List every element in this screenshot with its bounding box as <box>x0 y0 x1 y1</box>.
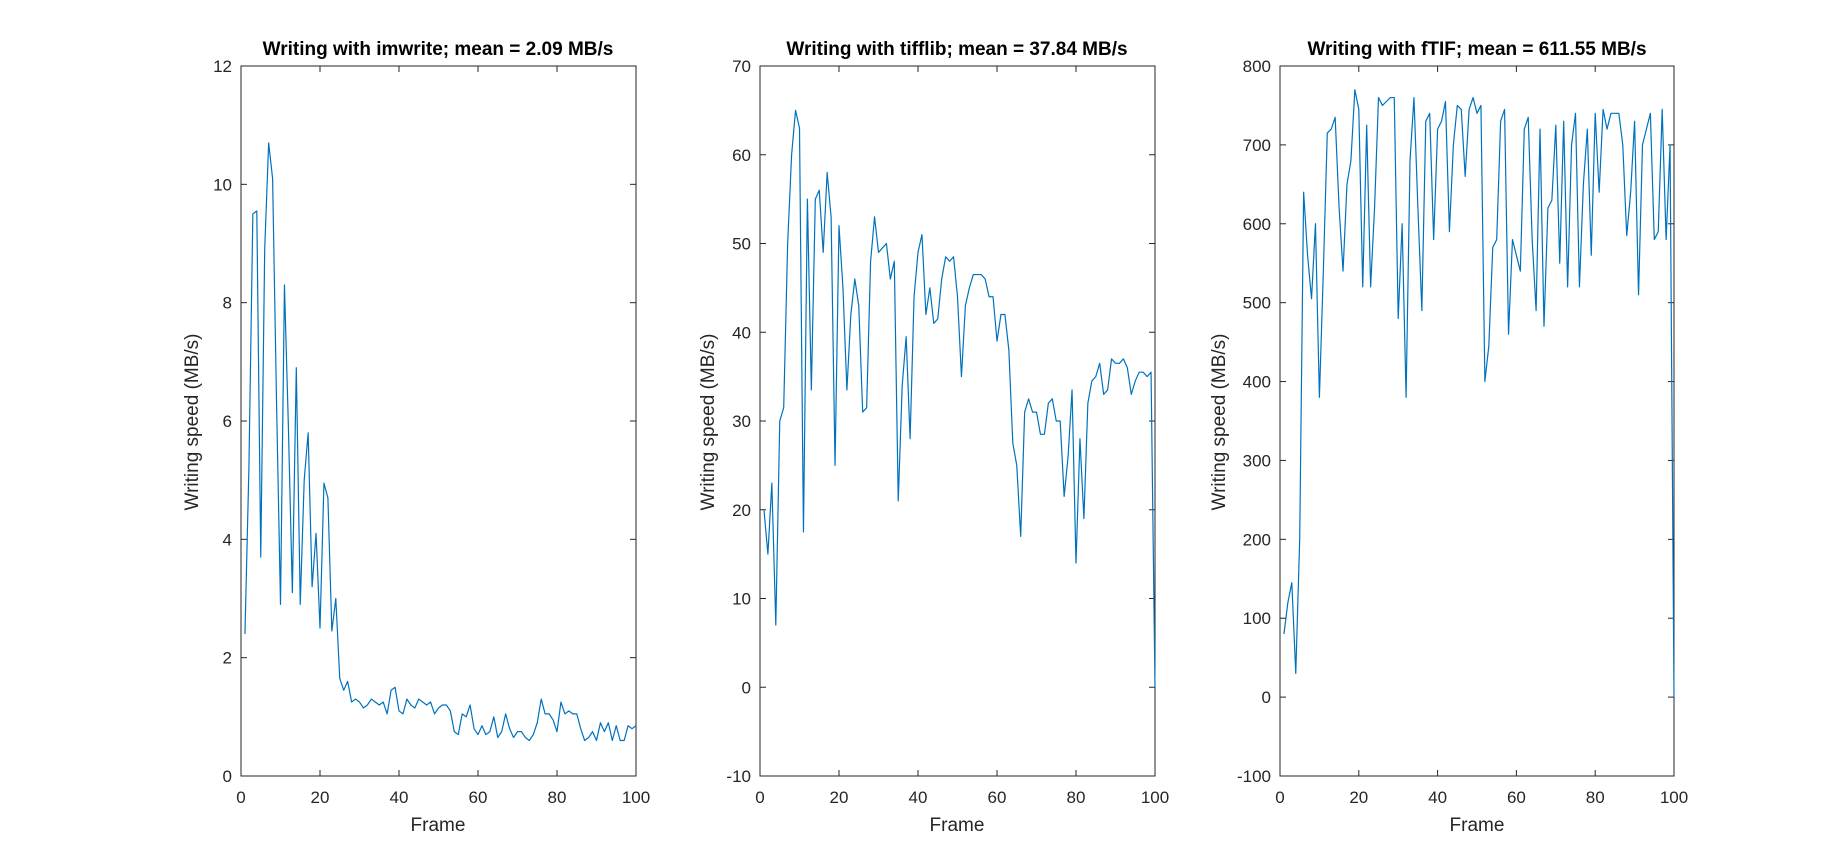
chart-title: Writing with imwrite; mean = 2.09 MB/s <box>263 39 614 60</box>
x-tick-label: 40 <box>909 788 928 807</box>
y-axis-label: Writing speed (MB/s) <box>1209 333 1230 510</box>
series-line <box>1283 89 1675 698</box>
y-tick-label: 0 <box>742 678 751 697</box>
x-tick-label: 100 <box>1660 788 1688 807</box>
y-tick-label: 40 <box>732 323 751 342</box>
y-tick-label: 0 <box>1262 688 1271 707</box>
y-tick-label: 600 <box>1243 215 1271 234</box>
x-tick-label: 60 <box>1507 788 1526 807</box>
subplot-imwrite: Writing with imwrite; mean = 2.09 MB/s W… <box>182 39 650 836</box>
x-tick-label: 60 <box>469 788 488 807</box>
x-tick-label: 0 <box>236 788 245 807</box>
y-tick-label: 8 <box>223 294 232 313</box>
x-tick-label: 0 <box>755 788 764 807</box>
x-axis-label: Frame <box>411 815 466 836</box>
chart-title: Writing with tifflib; mean = 37.84 MB/s <box>786 39 1127 60</box>
y-tick-label: 60 <box>732 146 751 165</box>
y-tick-label: 400 <box>1243 373 1271 392</box>
subplot-ftif: Writing with fTIF; mean = 611.55 MB/s Wr… <box>1209 39 1688 836</box>
y-tick-label: 0 <box>223 767 232 786</box>
x-tick-label: 100 <box>622 788 650 807</box>
axes-box <box>759 65 1156 777</box>
y-tick-label: 10 <box>732 590 751 609</box>
x-tick-label: 80 <box>548 788 567 807</box>
y-tick-label: 100 <box>1243 609 1271 628</box>
x-tick-label: 100 <box>1141 788 1169 807</box>
y-tick-label: 70 <box>732 57 751 76</box>
y-tick-label: -10 <box>726 767 751 786</box>
y-tick-label: 500 <box>1243 294 1271 313</box>
x-axis-label: Frame <box>930 815 985 836</box>
subplot-tifflib: Writing with tifflib; mean = 37.84 MB/s … <box>698 39 1169 836</box>
y-tick-label: 10 <box>213 175 232 194</box>
x-tick-label: 60 <box>988 788 1007 807</box>
x-tick-label: 80 <box>1067 788 1086 807</box>
y-tick-label: 300 <box>1243 451 1271 470</box>
y-tick-label: 4 <box>223 530 232 549</box>
y-tick-label: 30 <box>732 412 751 431</box>
y-tick-label: 6 <box>223 412 232 431</box>
x-tick-label: 40 <box>390 788 409 807</box>
y-tick-label: 50 <box>732 235 751 254</box>
y-tick-label: 200 <box>1243 530 1271 549</box>
y-axis-label: Writing speed (MB/s) <box>182 333 203 510</box>
y-tick-label: 20 <box>732 501 751 520</box>
y-tick-label: 2 <box>223 649 232 668</box>
y-axis-label: Writing speed (MB/s) <box>698 333 719 510</box>
axes-box <box>240 65 637 777</box>
series-line <box>763 109 1156 688</box>
x-axis-label: Frame <box>1450 815 1505 836</box>
axes-box <box>1279 65 1675 777</box>
x-tick-label: 0 <box>1275 788 1284 807</box>
x-tick-label: 20 <box>1349 788 1368 807</box>
y-tick-label: 800 <box>1243 57 1271 76</box>
x-tick-label: 40 <box>1428 788 1447 807</box>
chart-title: Writing with fTIF; mean = 611.55 MB/s <box>1307 39 1646 60</box>
x-tick-label: 80 <box>1586 788 1605 807</box>
y-tick-label: 700 <box>1243 136 1271 155</box>
x-tick-label: 20 <box>830 788 849 807</box>
y-tick-label: -100 <box>1237 767 1271 786</box>
series-line <box>244 142 637 742</box>
y-tick-label: 12 <box>213 57 232 76</box>
x-tick-label: 20 <box>311 788 330 807</box>
